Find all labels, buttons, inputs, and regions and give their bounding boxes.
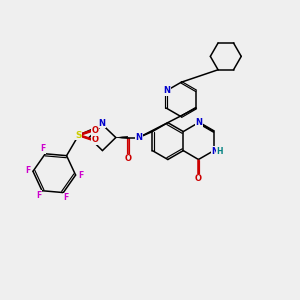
Text: N: N — [98, 119, 105, 128]
Text: F: F — [40, 144, 46, 153]
Text: O: O — [195, 174, 202, 183]
Text: F: F — [63, 193, 68, 202]
Text: O: O — [92, 126, 98, 135]
Text: F: F — [25, 167, 30, 176]
Text: O: O — [124, 154, 131, 164]
Text: S: S — [75, 130, 82, 140]
Text: N: N — [211, 147, 218, 156]
Text: F: F — [36, 190, 42, 200]
Text: O: O — [92, 135, 98, 144]
Text: N: N — [196, 118, 202, 127]
Text: H: H — [216, 147, 223, 156]
Text: F: F — [78, 171, 84, 180]
Text: N: N — [135, 133, 142, 142]
Polygon shape — [116, 136, 128, 139]
Text: N: N — [164, 86, 170, 95]
